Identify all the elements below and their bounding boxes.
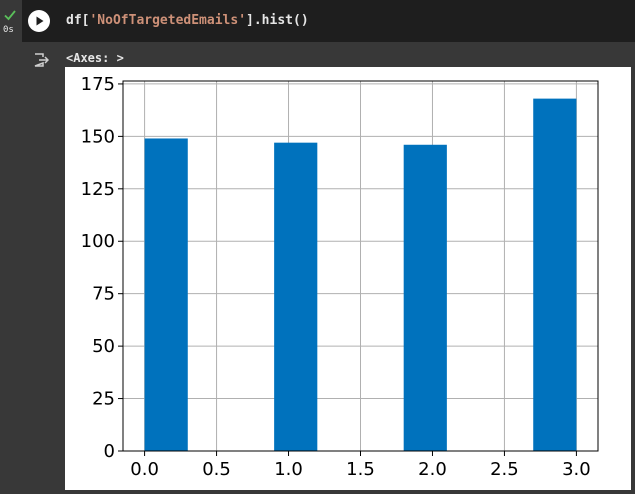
y-tick-label: 125 (81, 179, 115, 200)
histogram-chart: 0.0 0.5 1.0 1.5 2.0 2.5 3.0 0 25 50 75 100 125 150 175 (81, 74, 599, 480)
x-tick-label: 2.0 (418, 459, 447, 480)
cell-gutter: 0s (0, 0, 22, 494)
code-cell[interactable] (22, 0, 635, 42)
x-tick-label: 2.5 (490, 459, 519, 480)
x-tick-label: 3.0 (562, 459, 591, 480)
play-icon (36, 16, 44, 26)
x-tick-label: 0.0 (130, 459, 159, 480)
y-tick-label: 175 (81, 74, 115, 95)
histogram-bar (144, 138, 188, 451)
y-tick-label: 100 (81, 231, 115, 252)
x-tick-label: 1.5 (346, 459, 375, 480)
y-tick-label: 75 (92, 284, 115, 305)
axis-ticks: 0.0 0.5 1.0 1.5 2.0 2.5 3.0 0 25 50 75 100 125 150 175 (81, 74, 591, 480)
histogram-bars (144, 98, 577, 452)
output-redirect-icon[interactable] (33, 52, 49, 68)
y-tick-label: 25 (92, 389, 115, 410)
x-tick-label: 1.0 (274, 459, 303, 480)
histogram-bar (533, 98, 577, 451)
execution-time: 0s (3, 25, 14, 35)
plot-area: 0.0 0.5 1.0 1.5 2.0 2.5 3.0 0 25 50 75 100 125 150 175 (65, 67, 631, 490)
histogram-bar (403, 144, 447, 452)
histogram-bar (274, 142, 318, 451)
run-cell-button[interactable] (28, 10, 50, 32)
code-prefix: df[ (66, 13, 90, 28)
y-tick-label: 50 (92, 336, 115, 357)
y-tick-label: 0 (104, 441, 115, 462)
check-icon (4, 10, 16, 21)
output-text: <Axes: > (66, 51, 124, 65)
code-string: 'NoOfTargetedEmails' (89, 13, 247, 28)
x-tick-label: 0.5 (202, 459, 231, 480)
grid-lines (123, 81, 598, 452)
code-suffix: ].hist() (246, 13, 309, 28)
y-tick-label: 150 (81, 126, 115, 147)
code-line[interactable]: df['NoOfTargetedEmails'].hist() (66, 13, 309, 28)
